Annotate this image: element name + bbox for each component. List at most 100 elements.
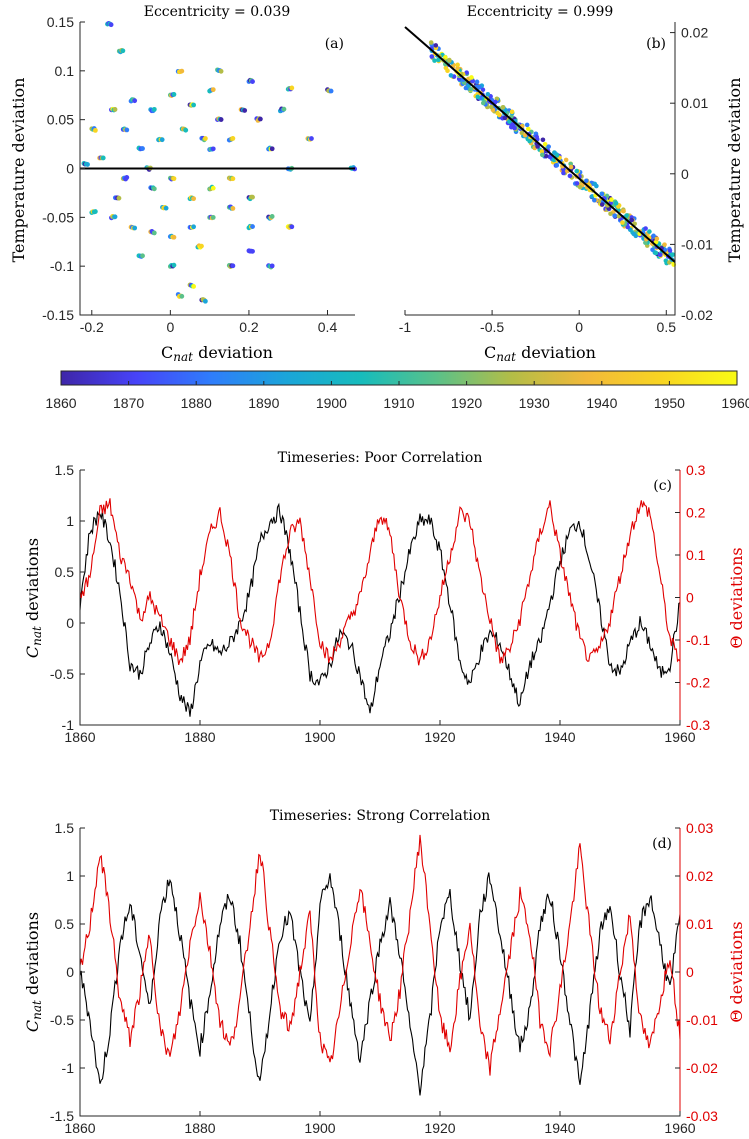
c-yr-tick-label: 0.1	[686, 547, 706, 563]
scatter-point	[535, 144, 540, 149]
scatter-point	[429, 54, 435, 59]
scatter-point	[132, 225, 138, 231]
d-yl-tick-label: -1	[62, 1060, 75, 1076]
scatter-point	[620, 220, 625, 225]
scatter-point	[464, 70, 469, 75]
scatter-point	[485, 91, 491, 97]
panel-a-title: Eccentricity = 0.039	[144, 4, 291, 20]
scatter-point	[509, 109, 515, 115]
scatter-point	[151, 230, 157, 236]
scatter-point	[436, 57, 441, 63]
scatter-point	[608, 211, 613, 217]
scatter-point	[242, 108, 248, 113]
scatter-point	[574, 168, 580, 174]
panel-b-label: (b)	[646, 36, 666, 52]
d-yl-tick-label: 0.5	[55, 916, 75, 932]
scatter-point	[643, 226, 648, 231]
panel-c-series	[79, 498, 681, 717]
scatter-point	[140, 146, 145, 151]
d-yl-tick-label: 1.5	[55, 820, 75, 836]
c-yr-tick-label: 0	[686, 590, 694, 606]
scatter-point	[613, 200, 619, 206]
scatter-point	[540, 137, 546, 143]
panel-c-left-ticks: -1 -0.5 0 0.5 1 1.5	[50, 462, 85, 733]
scatter-point	[108, 22, 114, 28]
d-yr-tick-label: 0.02	[686, 868, 713, 884]
d-yl-tick-label: -0.5	[50, 1012, 74, 1028]
scatter-point	[124, 127, 130, 133]
scatter-point	[443, 65, 449, 71]
b-y-tick-label: -0.01	[681, 236, 713, 252]
scatter-point	[433, 43, 439, 48]
scatter-point	[100, 155, 106, 161]
scatter-point	[171, 262, 177, 268]
panel-d-left-label: Cnat deviations	[23, 912, 44, 1032]
scatter-point	[647, 229, 652, 234]
scatter-point	[469, 75, 474, 80]
scatter-point	[250, 248, 255, 254]
scatter-point	[218, 117, 224, 122]
scatter-point	[151, 186, 157, 192]
panel-c: 1860 1880 1900 1920 1940 1960 -1-0.500.511.5 …	[23, 450, 746, 745]
scatter-point	[428, 40, 434, 45]
scatter-point	[191, 284, 197, 289]
scatter-point	[539, 152, 545, 158]
c-yl-tick-label: -0.5	[50, 666, 74, 682]
scatter-point	[289, 85, 295, 91]
scatter-point	[202, 136, 208, 141]
scatter-point	[432, 58, 437, 63]
scatter-point	[474, 79, 480, 85]
scatter-point	[257, 116, 263, 122]
d-series-line	[79, 834, 681, 1076]
scatter-point	[159, 137, 165, 143]
panel-a-points	[81, 21, 358, 304]
scatter-point	[269, 146, 275, 152]
panel-a-x-ticks: -0.2 0 0.2 0.4	[80, 310, 337, 335]
panel-d-right-ticks: -0.03 -0.02 -0.01 0 0.01 0.02 0.03	[675, 820, 718, 1124]
panel-b-xlabel: Cnat deviation	[484, 343, 596, 364]
scatter-point	[309, 136, 314, 141]
scatter-point	[199, 243, 204, 249]
b-y-tick-label: -0.02	[681, 307, 713, 323]
colorbar-tick-label: 1950	[654, 395, 685, 411]
scatter-point	[281, 106, 287, 112]
scatter-point	[92, 127, 98, 133]
panel-b: -1 -0.5 0 0.5 -0.02 -0.01 0 0.01 0.02 Eccentric…	[399, 4, 744, 364]
scatter-point	[657, 252, 663, 258]
scatter-point	[250, 194, 255, 200]
c-x-tick-label: 1940	[544, 729, 575, 745]
scatter-point	[163, 205, 169, 211]
scatter-point	[171, 176, 177, 182]
scatter-point	[554, 153, 560, 158]
c-series-line	[79, 502, 681, 717]
colorbar-tick-label: 1880	[181, 395, 212, 411]
scatter-point	[120, 48, 126, 54]
scatter-point	[116, 195, 122, 201]
d-yr-tick-label: 0.01	[686, 916, 713, 932]
colorbar: 1860 1870 1880 1890 1900 1910 1920 1930 1940 1950…	[45, 370, 749, 411]
scatter-point	[230, 263, 236, 269]
scatter-point	[502, 115, 508, 121]
scatter-point	[662, 242, 667, 247]
scatter-point	[183, 127, 189, 133]
a-x-tick-label: 0	[166, 319, 174, 335]
scatter-point	[470, 78, 476, 84]
colorbar-tick-label: 1930	[519, 395, 550, 411]
c-yr-tick-label: 0.2	[686, 505, 706, 521]
scatter-point	[179, 293, 185, 299]
d-yr-tick-label: -0.02	[686, 1060, 718, 1076]
scatter-point	[539, 149, 545, 154]
scatter-point	[448, 73, 454, 78]
scatter-point	[546, 144, 551, 149]
panel-b-fit-line	[404, 26, 676, 263]
panel-a-ylabel: Temperature deviation	[9, 78, 28, 263]
panel-a-xlabel: Cnat deviation	[161, 343, 273, 364]
colorbar-tick-label: 1910	[383, 395, 414, 411]
scatter-point	[92, 209, 98, 214]
scatter-point	[124, 175, 130, 180]
panel-d-left-ticks: -1.5 -1 -0.5 0 0.5 1 1.5	[50, 820, 85, 1124]
a-y-tick-label: 0.05	[47, 112, 74, 128]
scatter-point	[667, 248, 673, 253]
scatter-point	[554, 163, 560, 168]
scatter-point	[589, 194, 595, 199]
